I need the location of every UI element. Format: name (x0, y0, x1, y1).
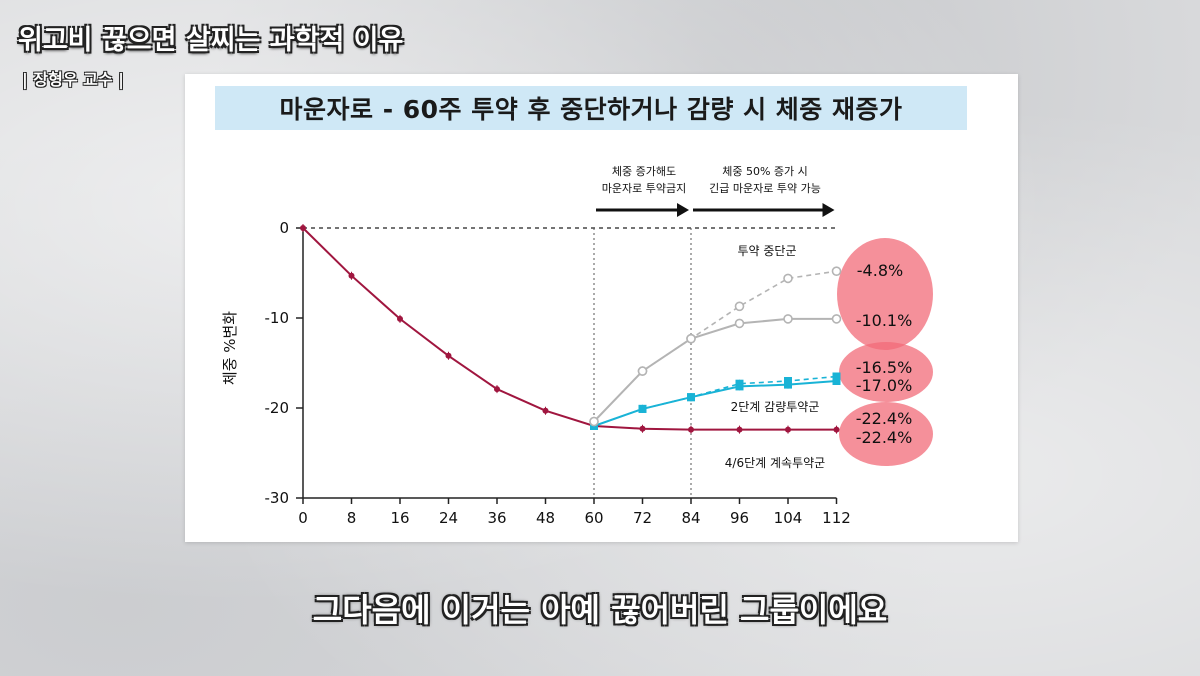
end-value-label: -4.8% (857, 261, 903, 280)
data-point (300, 225, 306, 231)
highlight-bubble (839, 342, 933, 402)
data-point (735, 379, 744, 388)
y-tick-label: -30 (265, 489, 290, 507)
series-layer (300, 224, 842, 434)
x-tick-label: 84 (681, 509, 700, 527)
data-point (783, 273, 793, 284)
data-point (785, 426, 791, 433)
data-point (833, 426, 840, 433)
x-tick-label: 36 (487, 509, 506, 527)
chart-title: 마운자로 - 60주 투약 후 중단하거나 감량 시 체중 재증가 (215, 86, 967, 130)
annotation-text: 체중 증가해도 (612, 164, 676, 178)
end-value-label: -10.1% (856, 311, 913, 330)
data-point (688, 426, 694, 433)
weight-change-chart: 0 8 16 24 36 48 60 72 84 96 104 112 체중 %변화 0 -10 -2… (221, 164, 933, 527)
presenter-label: | 장형우 교수 | (22, 70, 124, 89)
group-label-reduced: 2단계 감량투약군 (731, 399, 820, 414)
x-tick-label: 48 (536, 509, 555, 527)
y-tick-label: -10 (265, 309, 290, 327)
data-point (736, 426, 743, 433)
y-tick-label: 0 (279, 219, 289, 237)
data-point (831, 314, 842, 324)
data-point (494, 386, 500, 393)
end-value-label: -16.5% (856, 358, 913, 377)
data-point (637, 366, 648, 376)
x-tick-label: 72 (633, 509, 652, 527)
video-title: 위고비 끊으면 살찌는 과학적 이유 (18, 25, 404, 56)
x-tick-label: 0 (298, 509, 308, 527)
data-point (638, 404, 647, 413)
data-point (397, 315, 403, 322)
highlight-layer (837, 238, 933, 466)
x-tick-label: 24 (439, 509, 458, 527)
annotation-text: 마운자로 투약금지 (602, 181, 686, 195)
axes-layer (296, 227, 838, 504)
x-tick-label: 8 (347, 509, 357, 527)
chart-slide: 마운자로 - 60주 투약 후 중단하거나 감량 시 체중 재증가 0 8 16 24… (185, 74, 1018, 542)
end-value-label: -22.4% (856, 409, 913, 428)
annotation-text: 체중 50% 증가 시 (722, 165, 808, 178)
data-point (445, 352, 452, 359)
series-line (593, 375, 837, 427)
annotation-text: 긴급 마운자로 투약 가능 (709, 181, 821, 195)
data-point (784, 377, 792, 385)
annotation-arrowhead (677, 203, 689, 217)
data-point (832, 372, 841, 381)
end-value-label: -22.4% (856, 428, 913, 447)
y-tick-label: -20 (265, 399, 290, 417)
data-point (348, 272, 355, 279)
group-label-continued: 4/6단계 계속투약군 (725, 455, 825, 470)
end-value-label: -17.0% (856, 376, 913, 395)
x-tick-label: 16 (390, 509, 409, 527)
data-point (589, 416, 599, 427)
text-layer: 0 8 16 24 36 48 60 72 84 96 104 112 (298, 509, 851, 527)
data-point (639, 425, 646, 432)
data-point (687, 393, 695, 402)
group-label-stopped: 투약 중단군 (737, 243, 796, 258)
y-axis-label: 체중 %변화 (221, 311, 239, 385)
annotation-arrowhead (822, 203, 835, 217)
data-point (734, 301, 745, 312)
series-line (593, 270, 837, 423)
annotation-layer (596, 203, 835, 217)
data-point (734, 318, 745, 329)
data-point (542, 407, 549, 414)
series-line (593, 380, 837, 427)
x-tick-label: 104 (774, 509, 803, 527)
subtitle-caption: 그다음에 이거는 아예 끊어버린 그룹이에요 (312, 591, 888, 629)
x-tick-label: 96 (730, 509, 749, 527)
highlight-bubble (839, 402, 933, 466)
highlight-bubble (837, 238, 933, 350)
data-point (783, 314, 793, 324)
x-tick-label: 60 (584, 509, 603, 527)
data-point (831, 266, 842, 276)
x-tick-label: 112 (822, 509, 851, 527)
series-line (302, 227, 837, 431)
data-point (832, 377, 841, 385)
data-point (686, 333, 696, 344)
